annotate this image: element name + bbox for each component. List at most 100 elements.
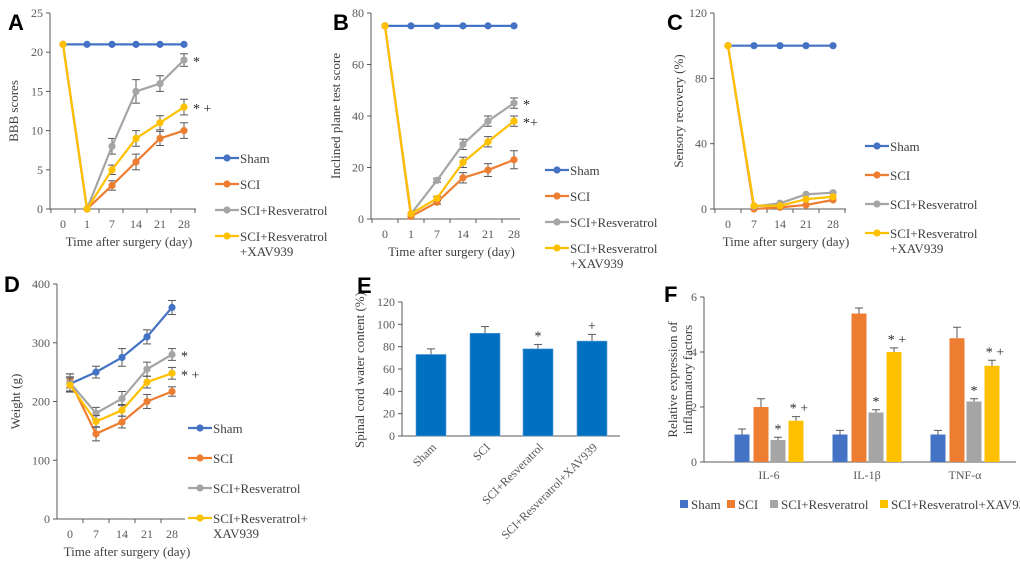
y-axis-label: Relative expression of (665, 321, 680, 438)
bar (576, 340, 608, 437)
legend-label: SCI (890, 168, 910, 183)
legend-marker (553, 244, 561, 252)
data-point (143, 365, 151, 373)
data-point (168, 303, 176, 312)
y-tick-label: 80 (383, 340, 395, 354)
series-sci (59, 40, 188, 213)
data-point (108, 142, 116, 150)
x-tick-label: 28 (178, 217, 190, 231)
x-tick-label: Sham (410, 440, 440, 470)
y-tick-label: 20 (383, 407, 395, 421)
series-sham (724, 42, 837, 50)
x-tick-label: TNF-α (949, 468, 983, 482)
series-sci-resveratrol-xav939 (381, 22, 518, 218)
x-tick-label: 7 (434, 227, 440, 241)
data-point (59, 40, 67, 48)
data-point (750, 42, 758, 50)
data-point (156, 134, 164, 143)
legend-label: Sham (570, 163, 600, 178)
x-tick-label: 0 (382, 227, 388, 241)
panel-label: C (667, 10, 683, 35)
y-tick-label: 0 (701, 202, 707, 216)
legend: ShamSCISCI+ResveratrolSCI+Resveratrol+XA… (865, 139, 978, 256)
legend-label: SCI+Resveratrol (240, 203, 328, 218)
legend-label: Sham (240, 151, 270, 166)
y-tick-label: 120 (689, 6, 707, 20)
data-point (143, 378, 151, 386)
x-tick-label: 21 (141, 527, 153, 541)
legend-marker (873, 229, 881, 237)
legend-label: SCI (213, 451, 233, 466)
x-tick-label: 28 (166, 527, 178, 541)
x-tick-label: 0 (60, 217, 66, 231)
significance-mark: * (523, 98, 530, 113)
data-point (168, 350, 176, 359)
y-tick-label: 15 (31, 84, 43, 98)
bar (984, 365, 1000, 462)
series-sci (381, 22, 518, 221)
legend-marker (196, 454, 204, 462)
bar (851, 313, 867, 462)
data-point (510, 99, 518, 107)
data-point (829, 42, 837, 50)
legend-swatch (770, 500, 778, 508)
series-line (61, 44, 185, 213)
x-tick-label: 28 (827, 217, 839, 231)
data-point (92, 409, 100, 417)
x-tick-label: IL-1β (853, 468, 880, 482)
bar (753, 407, 769, 462)
series-line (383, 25, 515, 217)
data-point (802, 42, 810, 50)
y-tick-label: 80 (352, 6, 364, 20)
x-tick-label: 0 (67, 527, 73, 541)
data-point (108, 40, 116, 48)
data-point (118, 353, 126, 362)
x-tick-label: 7 (751, 217, 757, 231)
legend-label: SCI+Resveratrol (570, 241, 658, 256)
legend: ShamSCISCI+ResveratrolSCI+Resveratrol+XA… (188, 421, 308, 541)
legend-marker (553, 166, 561, 174)
legend-label: SCI+Resveratrol (240, 229, 328, 244)
data-point (156, 79, 164, 88)
y-tick-label: 40 (352, 109, 364, 123)
legend: ShamSCISCI+ResveratrolSCI+Resveratrol+XA… (215, 151, 328, 259)
y-tick-label: 100 (377, 317, 395, 331)
data-point (407, 22, 415, 30)
y-tick-label: 10 (31, 124, 43, 138)
legend-swatch (680, 500, 688, 508)
bar (734, 434, 750, 462)
legend-marker (873, 142, 881, 150)
data-point (433, 176, 441, 184)
series-line (726, 45, 834, 211)
x-tick-label: 0 (725, 217, 731, 231)
y-tick-label: 0 (691, 455, 697, 469)
data-point (459, 158, 467, 166)
significance-mark: * + (193, 102, 212, 117)
data-point (180, 40, 188, 48)
bar (868, 412, 884, 462)
y-tick-label: 25 (31, 6, 43, 20)
x-tick-label: 21 (154, 217, 166, 231)
data-point (433, 22, 441, 30)
panel-label: F (664, 282, 677, 307)
data-point (143, 397, 151, 406)
data-point (132, 40, 140, 48)
significance-mark: * + (888, 333, 907, 348)
data-point (83, 205, 91, 213)
legend-label: SCI+Resveratrol (781, 497, 869, 512)
data-point (83, 40, 91, 48)
data-point (381, 22, 389, 30)
y-tick-label: 0 (389, 429, 395, 443)
data-point (802, 201, 810, 209)
data-point (484, 117, 492, 125)
x-tick-label: IL-6 (758, 468, 779, 482)
series-sham (381, 22, 518, 30)
panel-label: B (333, 10, 349, 35)
y-tick-label: 20 (31, 45, 43, 59)
x-axis-label: Time after surgery (day) (723, 234, 850, 249)
data-point (484, 22, 492, 30)
y-tick-label: 40 (383, 384, 395, 398)
data-point (433, 194, 441, 202)
